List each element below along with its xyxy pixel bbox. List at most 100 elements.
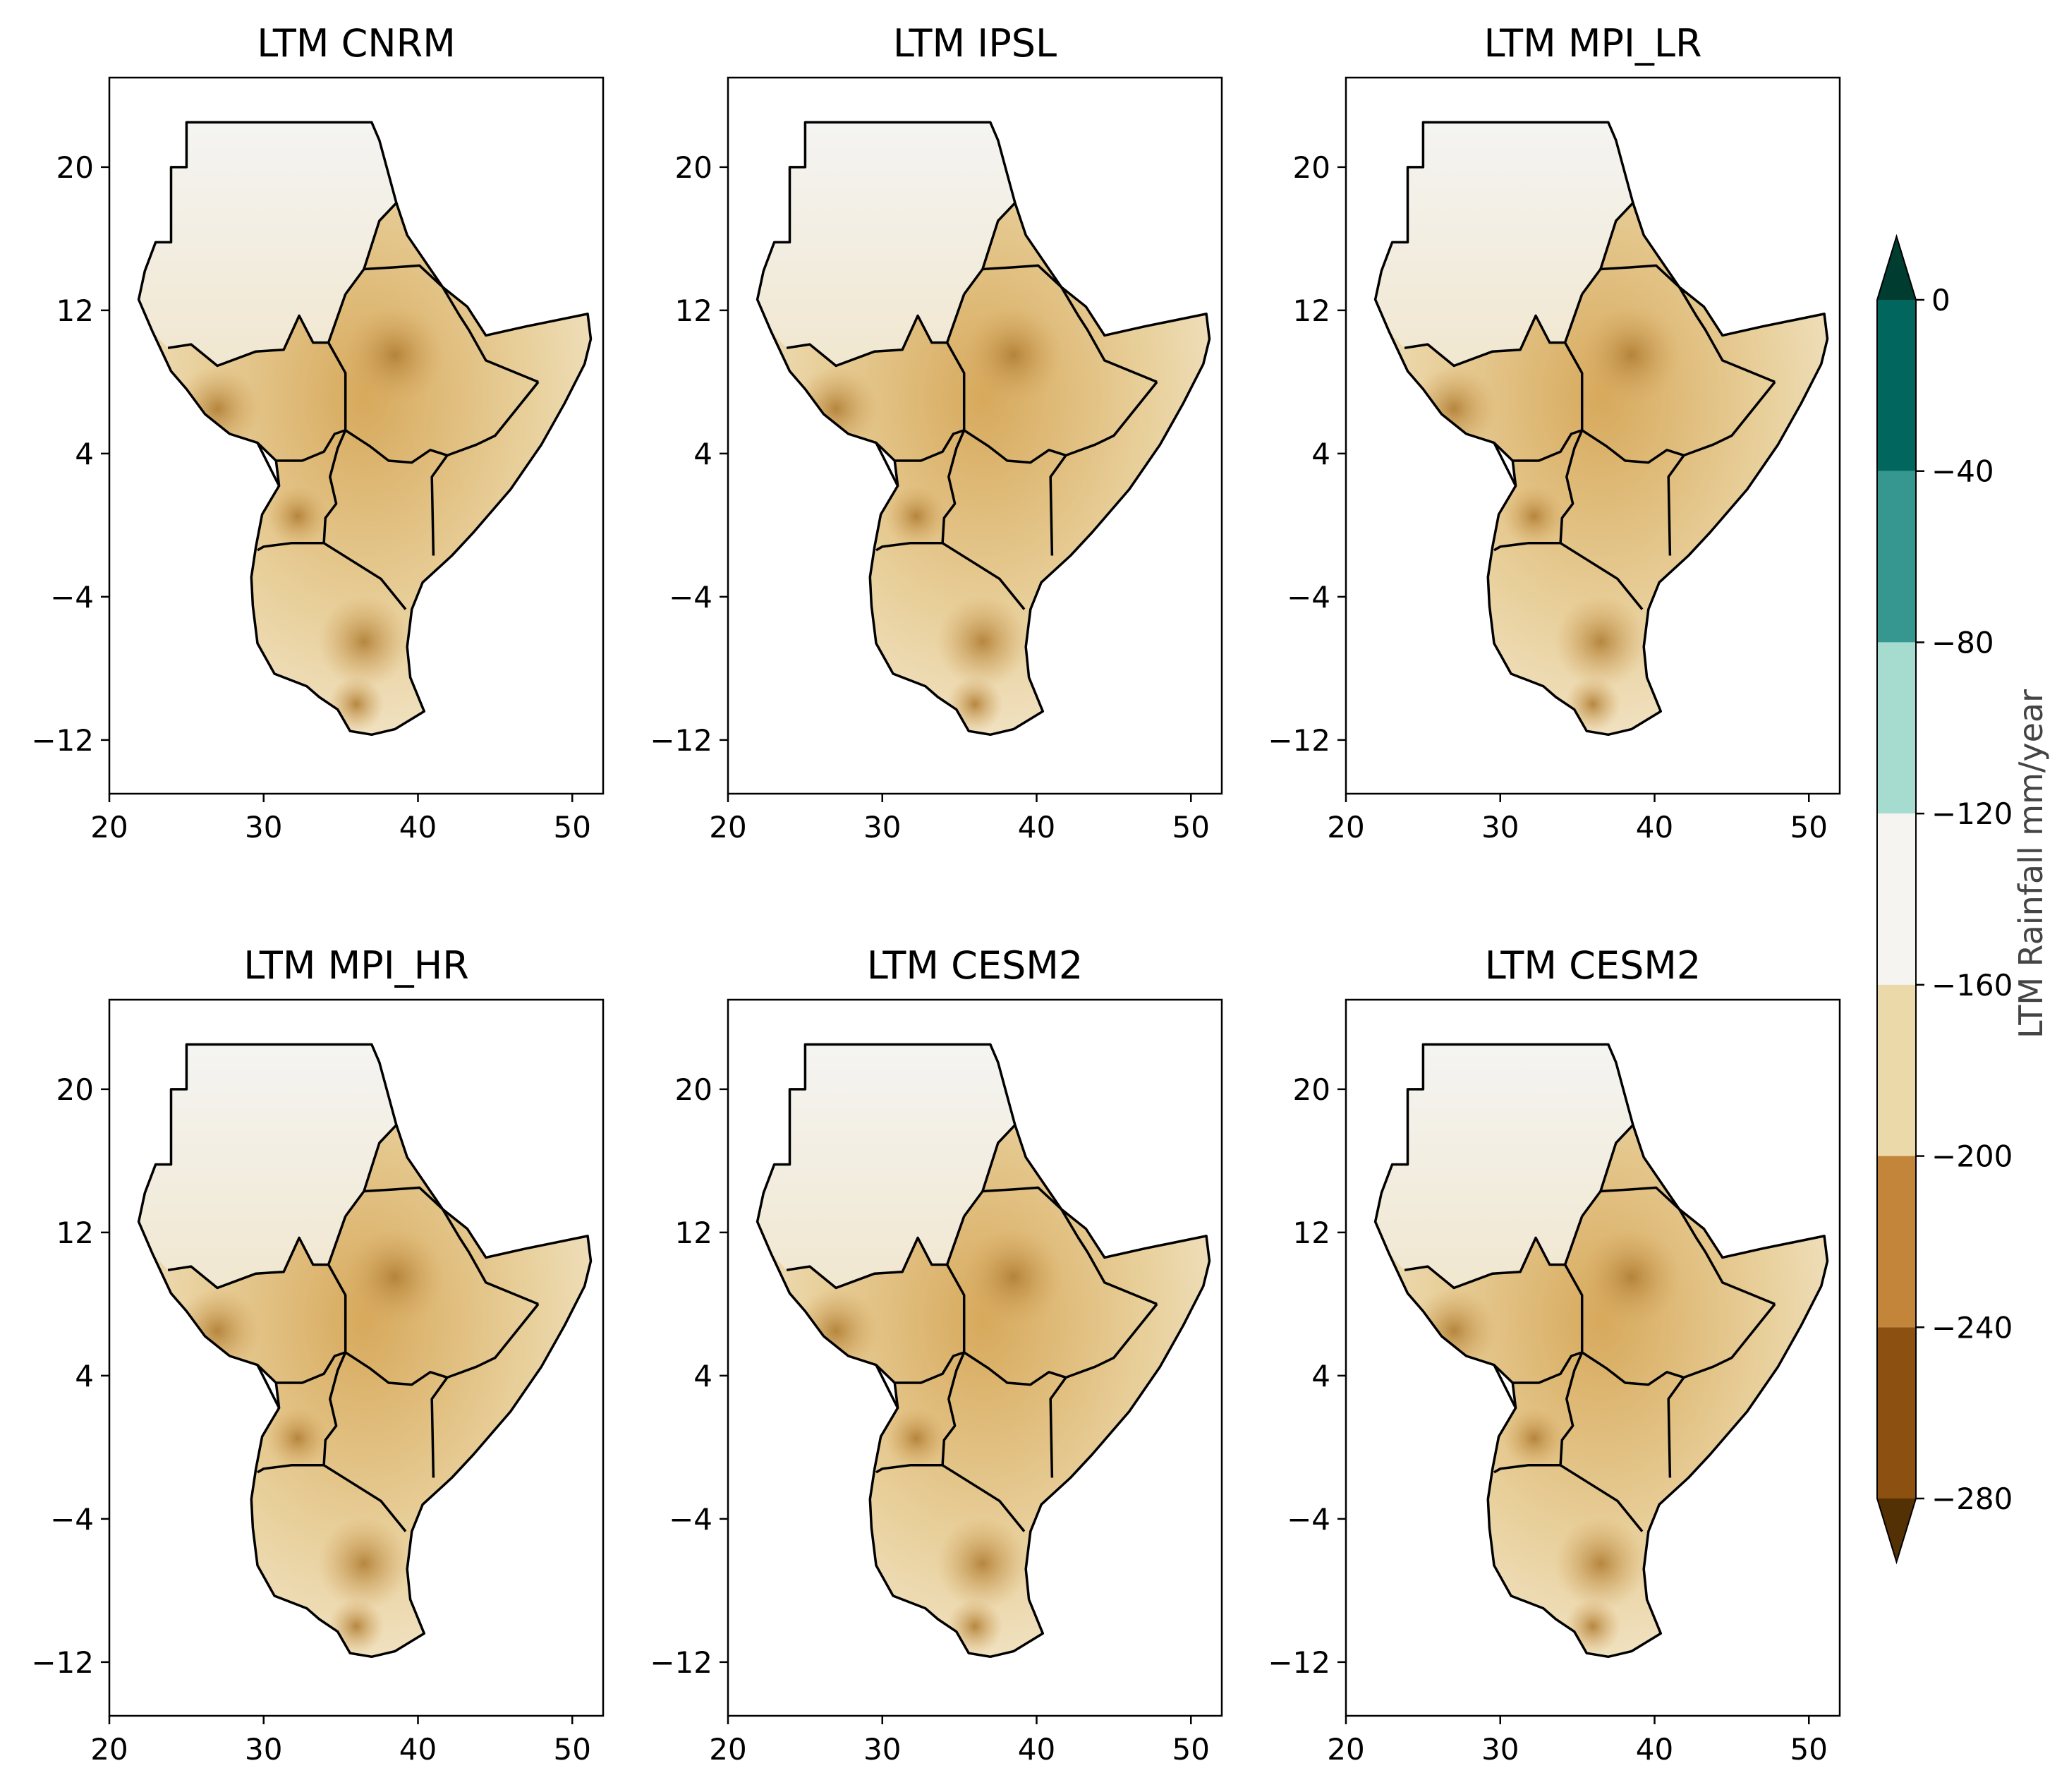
y-tick-label: −4	[669, 580, 712, 615]
rainfall-anomaly-patch	[345, 1228, 444, 1327]
rainfall-anomaly-patch	[1582, 305, 1681, 405]
country-border	[981, 1124, 1017, 1192]
panel-title: LTM MPI_HR	[243, 943, 469, 988]
country-border	[942, 542, 1026, 610]
y-tick-label: 4	[75, 1359, 94, 1393]
country-border	[363, 1124, 398, 1192]
rainfall-anomaly-patch	[1503, 485, 1565, 547]
rainfall-anomaly-patch	[936, 1517, 1029, 1610]
y-tick-label: 4	[1311, 1359, 1330, 1393]
rainfall-anomaly-patch	[1554, 1517, 1647, 1610]
rainfall-anomaly-patch	[267, 1407, 329, 1470]
northern-dry-region	[757, 122, 1015, 366]
colorbar-tick-label: −120	[1931, 797, 2013, 831]
country-border	[1560, 542, 1644, 610]
country-border	[327, 341, 347, 430]
x-tick-label: 50	[1790, 1732, 1828, 1767]
country-border	[257, 430, 347, 552]
x-tick-label: 50	[554, 810, 591, 844]
colorbar-tick-label: 0	[1931, 283, 1950, 317]
coastline	[1373, 1043, 1829, 1659]
country-border	[875, 430, 966, 552]
country-border	[786, 1216, 966, 1290]
x-tick-label: 30	[245, 1732, 282, 1767]
y-tick-label: −4	[1287, 1502, 1330, 1537]
x-tick-label: 30	[1481, 1732, 1519, 1767]
country-border	[875, 1364, 899, 1409]
country-border	[1599, 1124, 1634, 1192]
y-tick-label: 12	[675, 293, 712, 328]
coastline	[137, 1043, 593, 1659]
country-border	[963, 1186, 1158, 1306]
northern-dry-region	[1375, 1044, 1633, 1288]
rainfall-shading	[792, 305, 1063, 732]
colorbar-bin	[1877, 984, 1916, 1156]
northern-dry-region	[1375, 122, 1633, 366]
y-tick-label: −12	[31, 723, 94, 758]
panel-title: LTM MPI_LR	[1484, 21, 1701, 66]
x-tick-label: 30	[245, 810, 282, 844]
coastline	[1373, 121, 1829, 737]
panel-title: LTM CESM2	[867, 943, 1083, 988]
map-panel: LTM CNRM 20 30 40 50 20 12 4 −4 −12	[31, 21, 605, 844]
country-border	[1493, 1352, 1584, 1474]
axes-frame	[1345, 998, 1841, 1717]
y-tick-label: −12	[1268, 1645, 1330, 1680]
rainfall-anomaly-patch	[947, 676, 1003, 732]
rainfall-anomaly-patch	[936, 595, 1029, 688]
y-tick-label: 12	[56, 293, 94, 328]
y-tick-label: −4	[50, 1502, 94, 1537]
northern-dry-region	[757, 1044, 1015, 1288]
country-border	[946, 1264, 966, 1352]
country-border	[1512, 1303, 1776, 1386]
country-border	[344, 1186, 539, 1306]
colorbar-tick-label: −160	[1931, 968, 2013, 1003]
northern-dry-region	[138, 1044, 396, 1288]
rainfall-anomaly-patch	[328, 676, 384, 732]
x-tick-label: 40	[1018, 810, 1055, 844]
country-border	[1564, 1264, 1584, 1352]
colorbar-extend-top	[1877, 236, 1916, 300]
rainfall-anomaly-patch	[885, 1407, 947, 1470]
map-panel: LTM CESM2 20 30 40 50 20 12 4 −4 −12	[1268, 943, 1841, 1767]
x-tick-label: 40	[399, 1732, 437, 1767]
country-border	[875, 1352, 966, 1474]
x-tick-label: 20	[1327, 1732, 1364, 1767]
rainfall-anomaly-patch	[1565, 1598, 1621, 1654]
y-tick-label: 4	[693, 1359, 712, 1393]
colorbar-tick-label: −80	[1931, 625, 1994, 660]
country-border	[1049, 1376, 1067, 1478]
y-tick-label: 12	[1293, 293, 1330, 328]
colorbar-bin	[1877, 1327, 1916, 1499]
map-panel: LTM CESM2 20 30 40 50 20 12 4 −4 −12	[650, 943, 1223, 1767]
x-tick-label: 20	[90, 810, 128, 844]
country-border	[276, 1303, 540, 1386]
x-tick-label: 50	[1172, 1732, 1210, 1767]
y-tick-label: −12	[650, 723, 712, 758]
country-border	[256, 1364, 281, 1409]
panel-title: LTM CNRM	[257, 21, 456, 66]
x-tick-label: 50	[1790, 810, 1828, 844]
country-border	[276, 381, 540, 464]
axes-frame	[1345, 76, 1841, 795]
y-tick-label: 20	[675, 1072, 712, 1107]
y-tick-label: 20	[56, 1072, 94, 1107]
coastline	[756, 1043, 1211, 1659]
country-border	[894, 1303, 1158, 1386]
country-border	[1667, 454, 1685, 556]
map-panel: LTM MPI_LR 20 30 40 50 20 12 4 −4 −12	[1268, 21, 1841, 844]
country-border	[1667, 1376, 1685, 1478]
colorbar-extend-bottom	[1877, 1499, 1916, 1562]
x-tick-label: 40	[1636, 810, 1673, 844]
axes-frame	[108, 998, 605, 1717]
country-border	[946, 341, 966, 430]
x-tick-label: 30	[863, 1732, 901, 1767]
axes-frame	[727, 998, 1223, 1717]
rainfall-anomaly-patch	[1582, 1228, 1681, 1327]
map-panels: LTM CNRM 20 30 40 50 20 12 4 −4 −12 LTM IPSL 20 30 40…	[31, 21, 1841, 1767]
country-border	[344, 264, 539, 384]
country-border	[1564, 341, 1584, 430]
y-tick-label: 20	[1293, 150, 1330, 185]
x-tick-label: 20	[709, 1732, 746, 1767]
